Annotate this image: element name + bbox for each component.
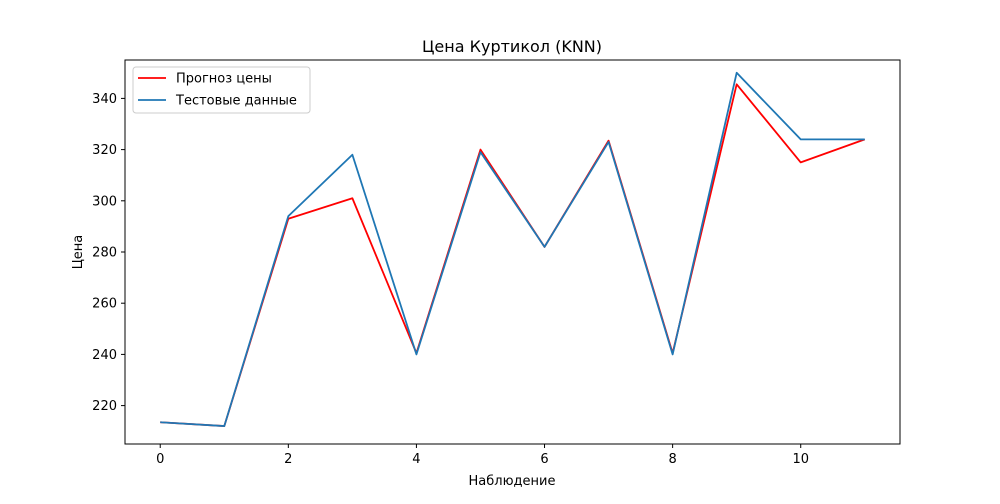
y-axis-label: Цена (71, 235, 86, 270)
y-tick-label: 340 (92, 92, 117, 107)
y-tick-label: 300 (92, 194, 117, 209)
y-tick-label: 280 (92, 246, 117, 261)
x-tick-label: 4 (412, 452, 420, 467)
x-axis-ticks: 0 2 4 6 8 10 (156, 444, 809, 467)
x-axis-label: Наблюдение (469, 474, 556, 489)
x-tick-label: 0 (156, 452, 164, 467)
legend: Прогноз цены Тестовые данные (132, 66, 311, 114)
y-tick-label: 320 (92, 143, 117, 158)
legend-label-test-data: Тестовые данные (175, 94, 297, 109)
x-tick-label: 8 (668, 452, 676, 467)
y-tick-label: 240 (92, 348, 117, 363)
series-lines (160, 71, 866, 427)
y-axis-ticks: 220 240 260 280 300 320 340 (92, 92, 125, 414)
y-tick-label: 220 (92, 399, 117, 414)
y-tick-label: 260 (92, 297, 117, 312)
legend-label-forecast: Прогноз цены (176, 72, 272, 87)
test-data-series-line (160, 71, 865, 427)
legend-box (132, 66, 311, 114)
chart-title: Цена Куртикол (KNN) (422, 37, 602, 56)
plot-area (125, 60, 900, 444)
x-tick-label: 6 (540, 452, 548, 467)
plot-frame (124, 59, 901, 445)
x-tick-label: 2 (284, 452, 292, 467)
x-tick-label: 10 (792, 452, 809, 467)
